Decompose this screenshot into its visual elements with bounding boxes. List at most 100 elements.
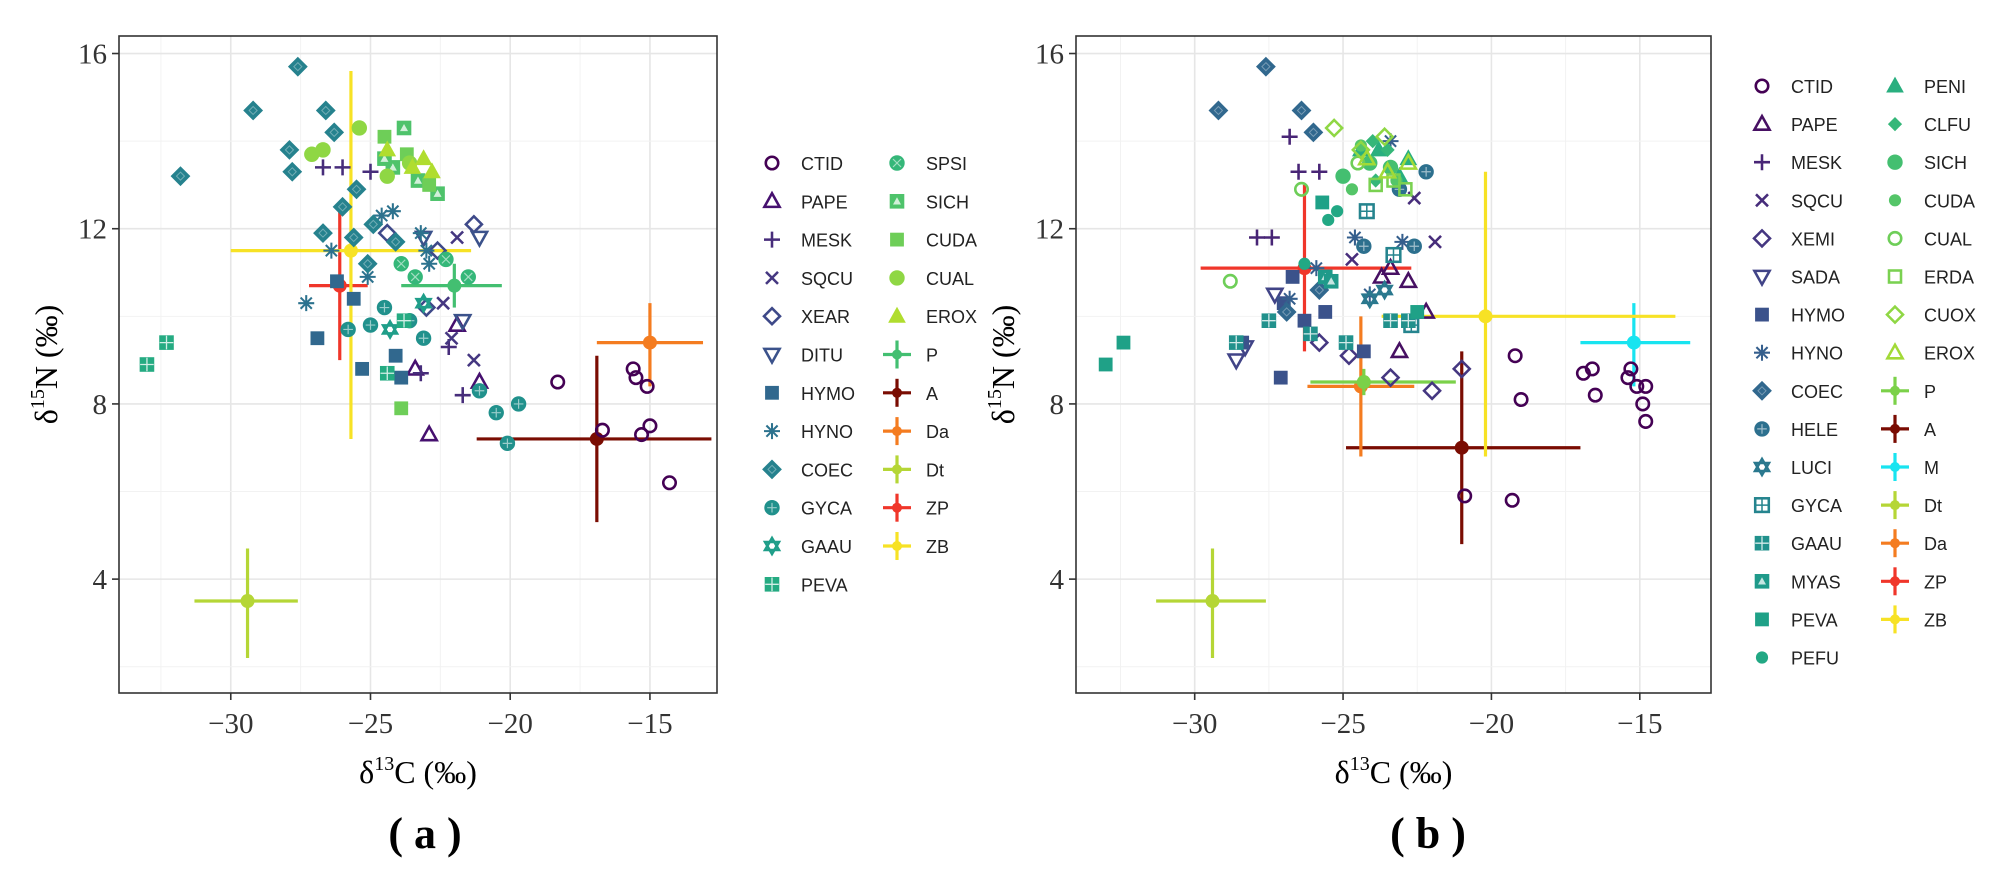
legend-item-Dt: Dt — [1881, 491, 1942, 520]
panel-label: ( b ) — [1390, 809, 1466, 858]
y-tick-label: 12 — [1035, 214, 1064, 246]
point-PEVA — [1315, 195, 1330, 210]
series-MESK — [1249, 128, 1328, 246]
legend-item-CUDA: CUDA — [1888, 191, 1975, 211]
point-HYNO — [1281, 290, 1298, 307]
point-ERDA — [1368, 177, 1383, 193]
legend-item-CTID: CTID — [1754, 77, 1833, 97]
legend-key — [764, 500, 780, 516]
point-HYNO — [373, 207, 390, 224]
legend-label: HYMO — [1791, 306, 1845, 326]
point-GYCA — [340, 321, 356, 338]
legend-label: CUAL — [926, 269, 974, 289]
point-COEC — [1291, 100, 1312, 121]
y-tick-label: 8 — [1050, 389, 1065, 421]
legend-item-ERDA: ERDA — [1887, 268, 1974, 288]
point-COEC — [315, 100, 336, 121]
point-MESK — [412, 365, 429, 382]
legend-key — [765, 270, 779, 285]
x-tick-label: −25 — [348, 708, 393, 740]
legend-item-ZP: ZP — [1881, 567, 1947, 596]
legend-key — [1887, 116, 1903, 132]
series-HYNO — [298, 203, 438, 312]
legend-key — [1885, 342, 1905, 360]
point-CTID — [1623, 361, 1639, 377]
point-GYCA — [415, 330, 432, 346]
legend-item-XEMI: XEMI — [1752, 228, 1835, 249]
legend-key — [889, 270, 905, 286]
legend-item-CUAL: CUAL — [1887, 229, 1972, 249]
point-CUDA — [1345, 183, 1359, 196]
point-PEVA — [1410, 305, 1425, 319]
legend-label: GAAU — [801, 537, 852, 557]
series-EROX — [378, 140, 441, 179]
legend-key — [883, 378, 911, 407]
legend-key — [1753, 497, 1771, 514]
point-CUOX — [1374, 126, 1395, 147]
legend-item-DITU: DITU — [762, 346, 843, 366]
legend-key — [1754, 535, 1770, 551]
series-COEC — [170, 56, 406, 274]
point-HYNO — [323, 242, 340, 259]
series-EROX — [1357, 148, 1419, 179]
point-CUDA — [1354, 139, 1367, 152]
legend-item-Dt: Dt — [883, 455, 944, 484]
legend-label: A — [926, 384, 938, 404]
x-tick-label: −15 — [1617, 708, 1662, 740]
legend-item-P: P — [883, 340, 938, 369]
legend-label: PEVA — [801, 575, 848, 595]
legend-key — [883, 455, 911, 484]
point-COEC — [282, 161, 303, 182]
point-EROX — [423, 162, 441, 179]
point-SPSI — [438, 251, 454, 268]
point-GYCA — [1358, 203, 1375, 220]
point-CUOX — [1324, 118, 1344, 138]
x-axis-title: δ13C (‰) — [359, 753, 477, 790]
point-PAPE — [1389, 340, 1410, 359]
legend-item-SQCU: SQCU — [765, 269, 853, 289]
point-XEMI — [1339, 345, 1359, 366]
legend-item-ZB: ZB — [1881, 605, 1947, 634]
point-CUAL — [351, 120, 368, 136]
plot-border — [1075, 35, 1712, 694]
point-PEFU — [1322, 213, 1335, 227]
point-HYMO — [388, 348, 403, 363]
point-HYNO — [418, 242, 435, 259]
gridlines — [1076, 36, 1711, 693]
legend-item-ZB: ZB — [883, 532, 949, 560]
legend-key — [1754, 421, 1770, 437]
legend-key — [1752, 380, 1772, 401]
point-CTID — [661, 475, 678, 491]
legend-label: P — [1924, 382, 1936, 402]
y-tick-label: 12 — [78, 214, 107, 246]
legend-label: SICH — [1924, 153, 1967, 173]
x-tick-label: −15 — [627, 708, 672, 740]
point-GYCA — [471, 383, 488, 399]
point-XEMI — [1422, 380, 1442, 401]
point-PEVA — [379, 365, 395, 381]
point-PEFU — [1298, 257, 1311, 270]
legend-label: Da — [926, 422, 950, 442]
legend-item-Da: Da — [883, 417, 950, 446]
legend-key — [883, 340, 911, 369]
point-XEMI — [1451, 359, 1472, 379]
legend-item-PEFU: PEFU — [1755, 649, 1839, 669]
legend-label: MESK — [801, 231, 852, 251]
point-ERDA — [1398, 182, 1413, 197]
legend-item-GAAU: GAAU — [762, 535, 852, 557]
point-COEC — [1208, 100, 1229, 121]
point-HELE — [1418, 164, 1434, 180]
crossbar-center — [240, 594, 255, 609]
legend-label: PAPE — [1791, 115, 1838, 135]
legend-item-HYMO: HYMO — [1755, 306, 1845, 326]
legend-label: M — [1924, 458, 1939, 478]
legend-label: PEVA — [1791, 610, 1838, 630]
point-CUDA — [394, 401, 409, 416]
legend-label: SQCU — [1791, 191, 1843, 211]
point-CUDA — [422, 178, 437, 192]
legend-key — [1755, 307, 1769, 322]
point-HYMO — [394, 370, 409, 385]
legend-item-HELE: HELE — [1754, 420, 1838, 440]
point-CTID — [1629, 378, 1645, 394]
point-PEFU — [1331, 205, 1344, 218]
